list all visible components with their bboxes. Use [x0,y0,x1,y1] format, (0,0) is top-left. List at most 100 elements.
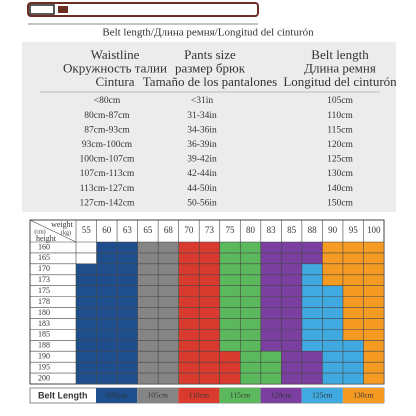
grid-cell [363,351,384,363]
grid-cell [363,252,384,264]
grid-cell [342,318,364,330]
grid-cell [219,318,241,330]
grid-cell [240,373,261,384]
grid-cell [158,351,179,363]
height-label: 165 [38,253,50,262]
grid-cell [240,242,261,253]
grid-cell [301,318,323,330]
grid-cell [76,263,97,275]
grid-cell [260,351,282,363]
grid-cell [158,307,179,319]
grid-cell [260,263,282,275]
grid-cell [117,242,138,253]
grid-cell [96,242,118,253]
legend-swatch [96,388,138,403]
table-cell: 87cm-93cm [84,125,130,135]
grid-cell [137,242,159,253]
table-cell: 50-56in [187,198,217,208]
grid-cell [137,307,159,319]
grid-cell [322,242,343,253]
corner-label: height [36,234,57,243]
grid-cell [301,362,323,374]
grid-cell [281,318,302,330]
table-cell: 93cm-100cm [82,140,133,150]
grid-cell [363,373,384,384]
weight-label: 70 [184,225,194,235]
grid-cell [117,318,138,330]
grid-cell [96,318,118,330]
grid-cell [301,373,323,384]
grid-cell [178,252,200,264]
table-cell: <31in [191,96,213,106]
legend-label: 130cm [353,391,374,400]
grid-cell [117,252,138,264]
grid-cell [240,318,261,330]
grid-cell [158,242,179,253]
grid-cell [219,252,241,264]
grid-cell [322,307,343,319]
grid-cell [178,318,200,330]
grid-cell [199,242,220,253]
grid-cell [117,285,138,297]
corner-label: (kg) [61,229,71,236]
grid-cell [342,263,364,275]
table-cell: 150cm [327,198,353,208]
grid-cell [342,329,364,341]
grid-cell [199,285,220,297]
grid-cell [199,329,220,341]
grid-cell [76,285,97,297]
grid-cell [240,362,261,374]
grid-cell [158,373,179,384]
grid-cell [219,285,241,297]
grid-cell [199,318,220,330]
legend-swatch [219,388,261,403]
grid-cell [96,296,118,308]
grid-cell [363,263,384,275]
grid-cell [158,340,179,352]
column-header: Tamaño de los pantalones [143,74,277,89]
grid-cell [240,351,261,363]
grid-cell [137,263,159,275]
grid-cell [199,351,220,363]
table-cell: 107cm-113cm [80,169,135,179]
grid-cell [260,373,282,384]
grid-cell [76,307,97,319]
table-cell: 44-50in [187,184,217,194]
grid-cell [281,296,302,308]
column-header: Longitud del cinturón [283,74,397,89]
grid-cell [178,373,200,384]
grid-cell [260,318,282,330]
grid-cell [240,340,261,352]
grid-cell [301,340,323,352]
height-label: 188 [38,341,50,350]
grid-cell [219,274,241,286]
grid-cell [240,329,261,341]
grid-cell [117,340,138,352]
grid-cell [363,274,384,286]
grid-cell [76,351,97,363]
grid-cell [240,263,261,275]
weight-label: 80 [246,225,256,235]
column-header: размер брюк [175,60,246,75]
grid-cell [281,351,302,363]
weight-label: 65 [143,225,153,235]
grid-cell [178,296,200,308]
legend-label: 110cm [189,391,209,400]
grid-cell [363,340,384,352]
grid-cell [137,340,159,352]
grid-cell [117,329,138,341]
grid-cell [322,329,343,341]
grid-cell [281,362,302,374]
weight-label: 60 [102,225,112,235]
grid-cell [137,373,159,384]
corner-label: (cm) [34,228,45,235]
grid-cell [219,296,241,308]
grid-cell [260,274,282,286]
corner-label: weight [51,220,74,229]
legend-swatch [137,388,179,403]
table-cell: 125cm [327,155,353,165]
grid-cell [199,307,220,319]
table-cell: 105cm [327,96,353,106]
height-label: 190 [38,352,50,361]
height-label: 170 [38,264,50,273]
